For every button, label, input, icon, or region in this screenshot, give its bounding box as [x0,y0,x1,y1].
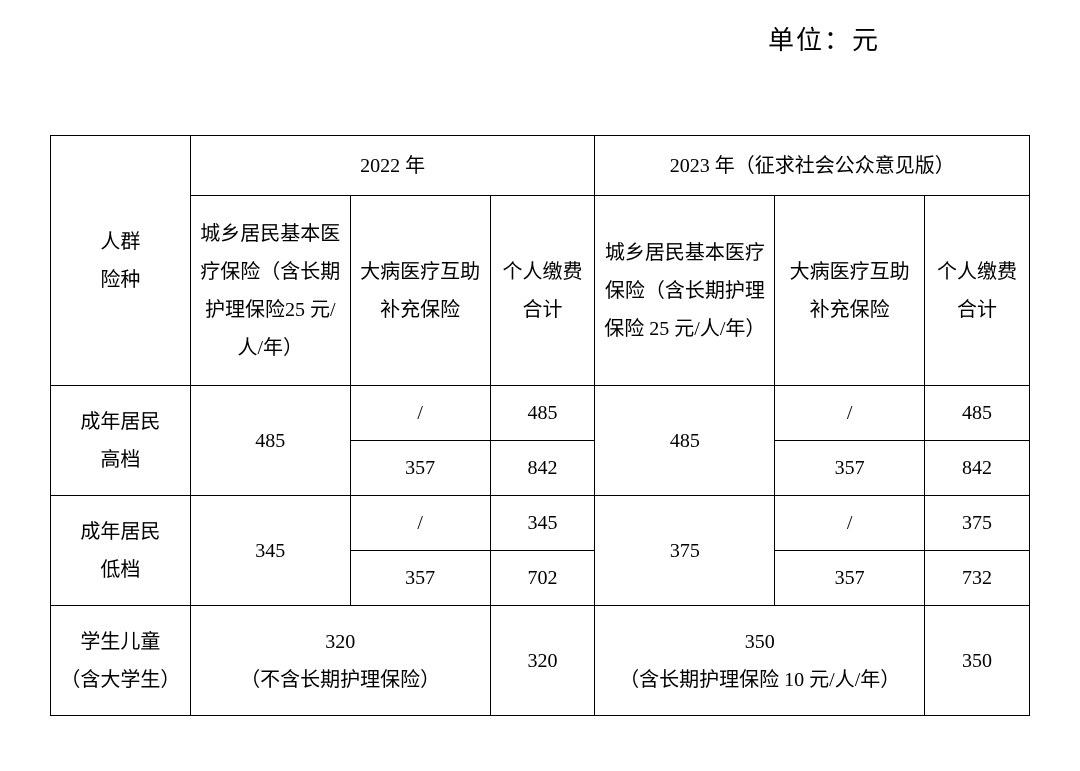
cell-adult-low-sup-2023b: 357 [775,551,925,606]
cell-adult-low-tot-2022a: 345 [490,496,595,551]
header-total-2022: 个人缴费合计 [490,196,595,386]
row-student-label: 学生儿童（含大学生） [51,606,191,716]
cell-student-basic-2023: 350（含长期护理保险 10 元/人/年） [595,606,925,716]
unit-label: 单位：元 [768,20,880,57]
cell-adult-low-basic-2022: 345 [190,496,350,606]
cell-adult-high-sup-2022b: 357 [350,441,490,496]
header-sup-2022: 大病医疗互助补充保险 [350,196,490,386]
cell-adult-high-sup-2022a: / [350,386,490,441]
cell-student-basic-2022: 320（不含长期护理保险） [190,606,490,716]
header-sup-2023: 大病医疗互助补充保险 [775,196,925,386]
header-basic-2022: 城乡居民基本医疗保险（含长期护理保险25 元/人/年） [190,196,350,386]
cell-adult-low-tot-2023b: 732 [925,551,1030,606]
cell-adult-high-tot-2022b: 842 [490,441,595,496]
cell-adult-low-tot-2022b: 702 [490,551,595,606]
row-adult-low-label: 成年居民低档 [51,496,191,606]
header-year-2023: 2023 年（征求社会公众意见版） [595,136,1030,196]
cell-adult-high-basic-2023: 485 [595,386,775,496]
header-category: 人群险种 [51,136,191,386]
cell-student-tot-2022: 320 [490,606,595,716]
row-adult-high-label: 成年居民高档 [51,386,191,496]
insurance-table: 人群险种 2022 年 2023 年（征求社会公众意见版） 城乡居民基本医疗保险… [50,135,1030,716]
header-basic-2023: 城乡居民基本医疗保险（含长期护理保险 25 元/人/年） [595,196,775,386]
cell-adult-low-tot-2023a: 375 [925,496,1030,551]
cell-adult-low-sup-2022b: 357 [350,551,490,606]
cell-adult-high-basic-2022: 485 [190,386,350,496]
cell-student-tot-2023: 350 [925,606,1030,716]
cell-adult-low-sup-2022a: / [350,496,490,551]
cell-adult-high-sup-2023b: 357 [775,441,925,496]
header-total-2023: 个人缴费合计 [925,196,1030,386]
cell-adult-low-sup-2023a: / [775,496,925,551]
cell-adult-high-tot-2022a: 485 [490,386,595,441]
header-year-2022: 2022 年 [190,136,595,196]
cell-adult-high-tot-2023b: 842 [925,441,1030,496]
cell-adult-high-tot-2023a: 485 [925,386,1030,441]
cell-adult-low-basic-2023: 375 [595,496,775,606]
cell-adult-high-sup-2023a: / [775,386,925,441]
